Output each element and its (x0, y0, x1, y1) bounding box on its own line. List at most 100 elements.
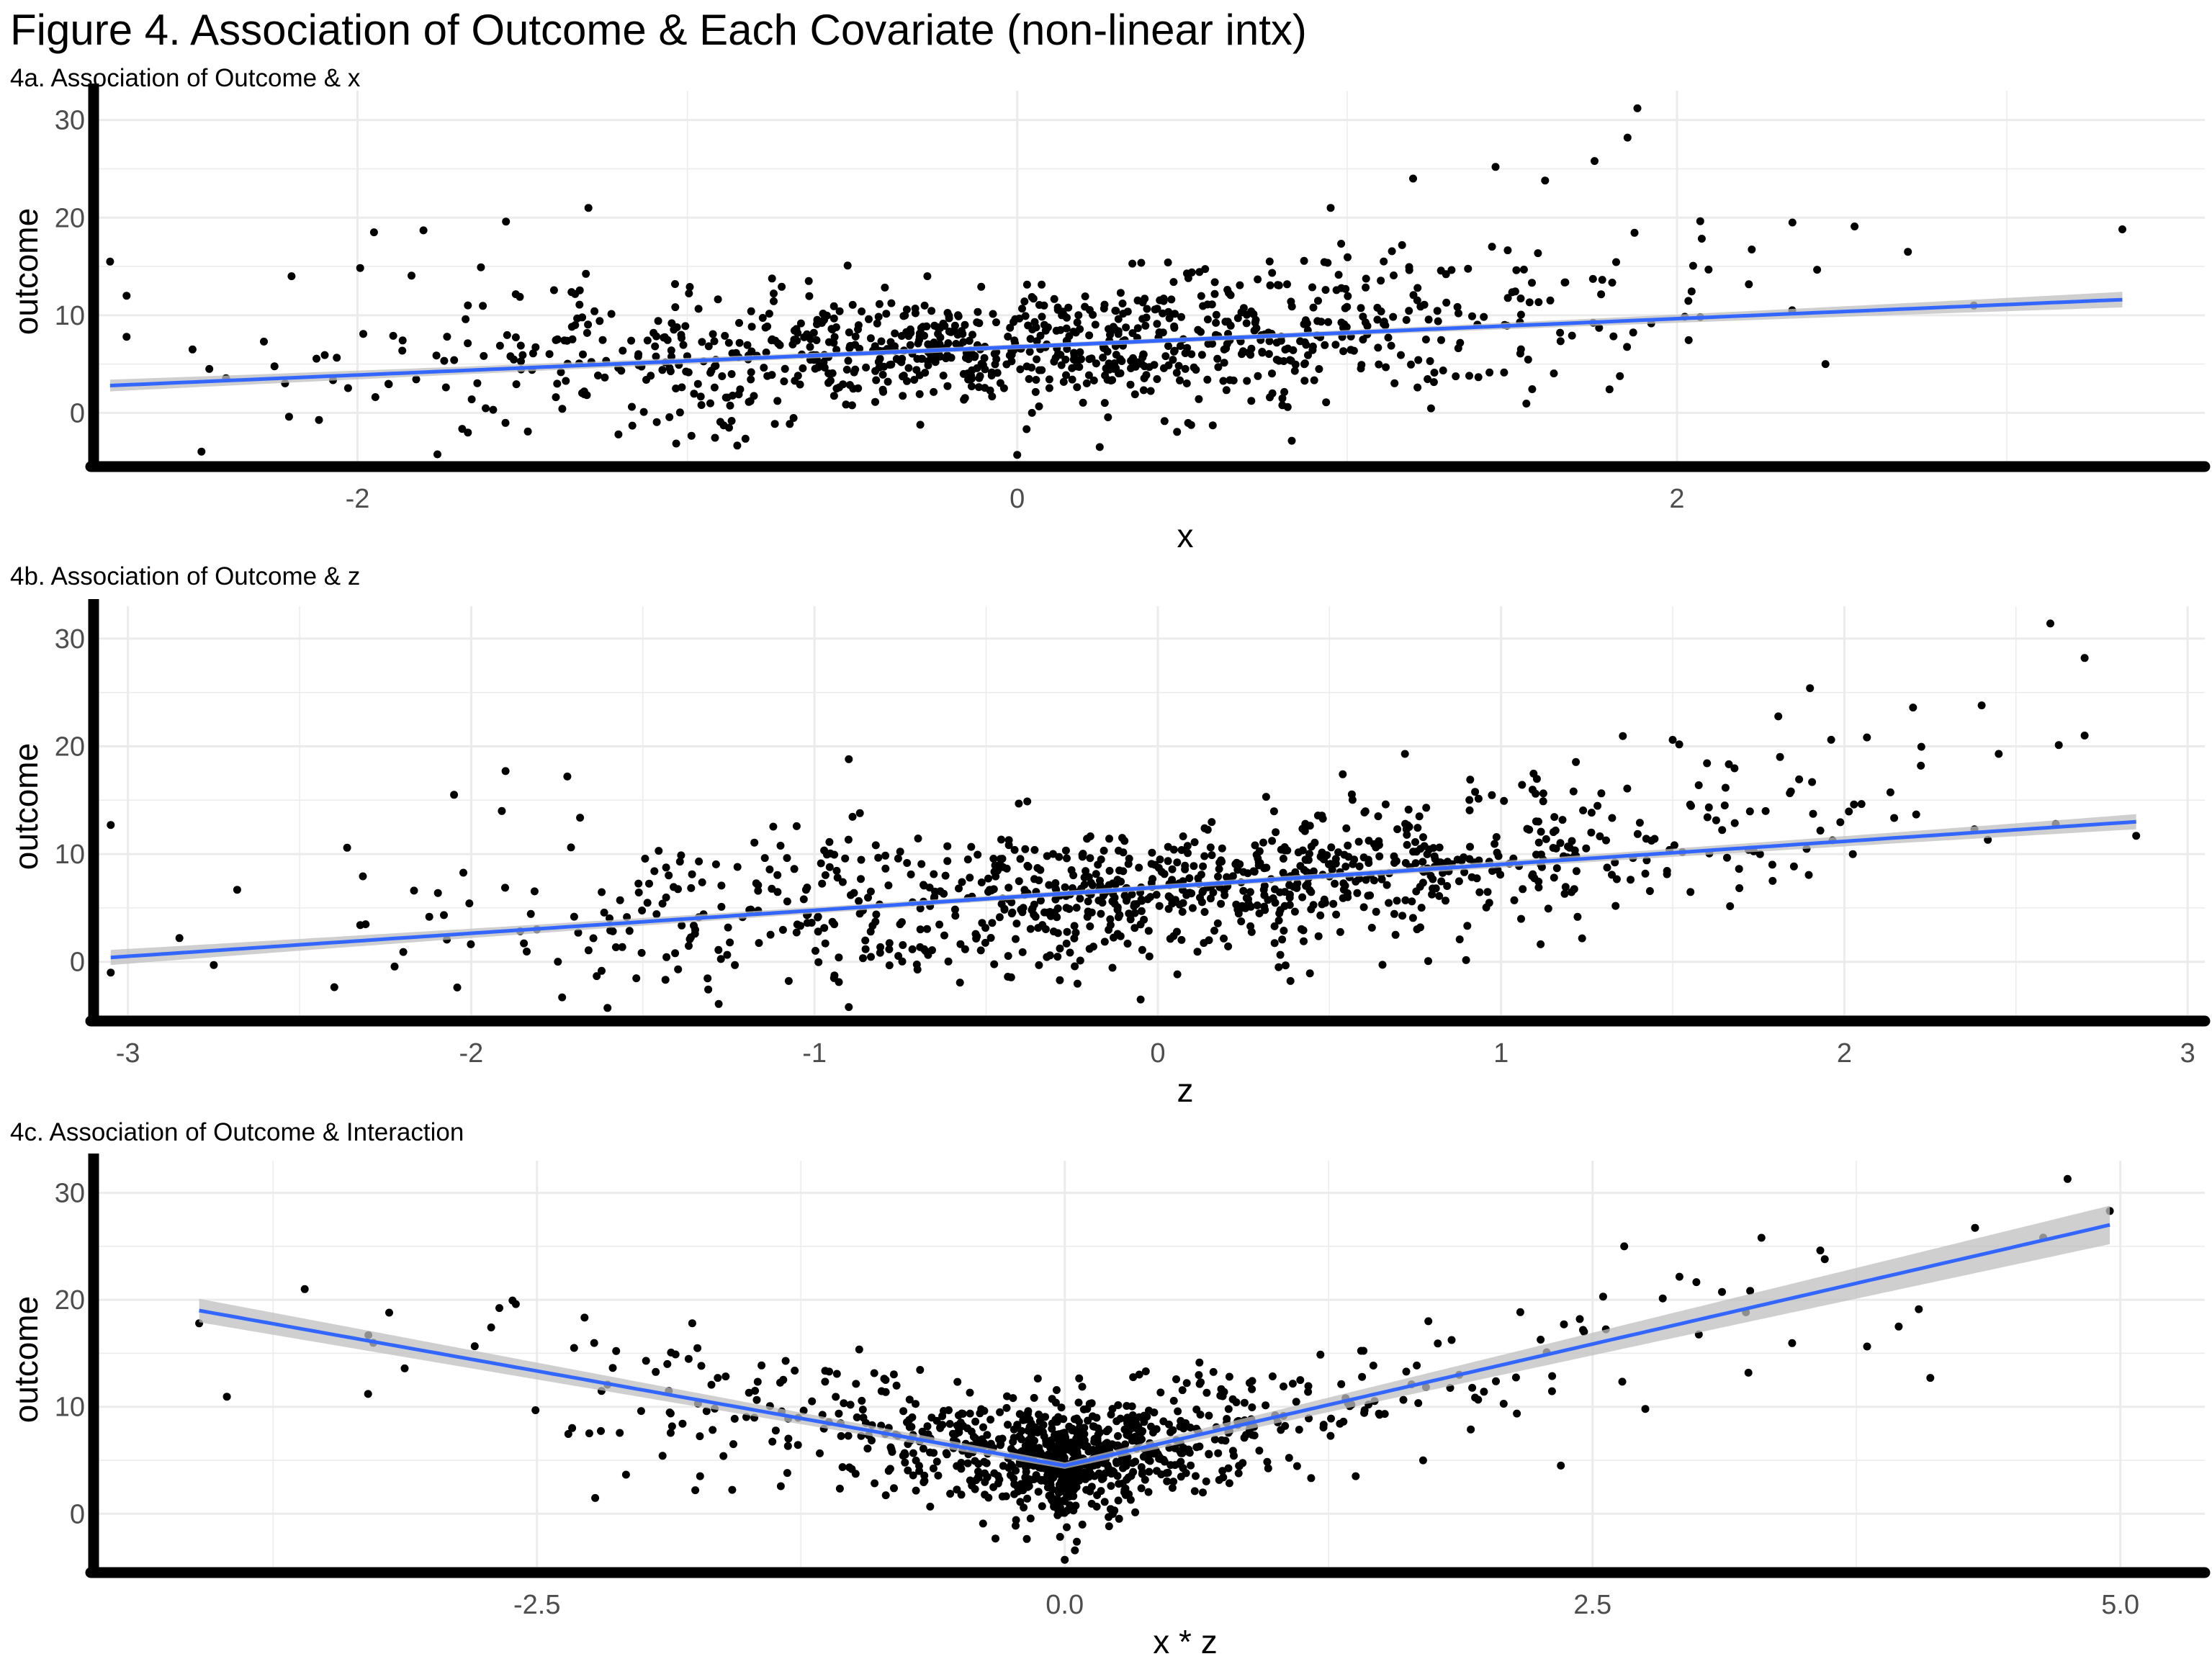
data-point (1187, 1461, 1195, 1470)
data-point (780, 377, 788, 386)
data-point (1183, 842, 1192, 850)
data-point (932, 1457, 941, 1466)
data-point (1138, 298, 1147, 307)
data-point (1912, 810, 1920, 819)
data-point (731, 961, 739, 969)
data-point (1210, 1435, 1219, 1444)
data-point (1116, 369, 1125, 377)
data-point (1316, 1350, 1325, 1359)
data-point (814, 958, 823, 966)
data-point (1633, 830, 1642, 838)
data-point (1084, 1445, 1093, 1454)
data-point (662, 953, 671, 961)
data-point (1223, 286, 1232, 294)
data-point (963, 855, 972, 864)
data-point (735, 319, 743, 327)
data-point (992, 1534, 999, 1543)
data-point (665, 1408, 674, 1417)
data-point (222, 1393, 231, 1401)
data-point (634, 889, 643, 896)
data-point (1157, 1470, 1166, 1479)
x-tick-label: 2 (1837, 1038, 1852, 1069)
data-point (876, 943, 885, 951)
data-point (1550, 873, 1558, 882)
data-point (1143, 305, 1151, 313)
data-point (1367, 923, 1376, 932)
data-point (1088, 881, 1097, 889)
data-point (963, 1459, 972, 1467)
data-point (830, 920, 839, 929)
data-point (1181, 865, 1190, 873)
data-point (865, 315, 873, 323)
data-point (1190, 862, 1198, 871)
data-point (1274, 281, 1282, 289)
data-point (1192, 1406, 1201, 1413)
data-point (1318, 900, 1326, 909)
data-point (1058, 1509, 1066, 1517)
data-point (1026, 1514, 1035, 1523)
data-point (1170, 323, 1179, 332)
data-point (1718, 1287, 1726, 1296)
data-point (1287, 436, 1296, 445)
data-point (778, 925, 787, 934)
data-point (1686, 800, 1694, 809)
data-point (677, 331, 685, 339)
data-point (814, 363, 822, 372)
data-point (1827, 735, 1835, 744)
data-point (1061, 846, 1070, 855)
data-point (1605, 385, 1614, 394)
data-point (1645, 887, 1654, 895)
data-point (1380, 257, 1388, 266)
data-point (904, 1466, 912, 1475)
data-point (578, 313, 587, 322)
data-point (1177, 1473, 1185, 1481)
data-point (1217, 1385, 1226, 1393)
data-point (175, 934, 184, 943)
data-point (1064, 1439, 1073, 1447)
data-point (941, 871, 950, 880)
data-point (943, 857, 952, 866)
data-point (1156, 855, 1164, 864)
data-point (1475, 888, 1484, 896)
data-point (1004, 884, 1013, 892)
data-point (884, 881, 893, 890)
data-point (1141, 1475, 1149, 1484)
data-point (1217, 899, 1226, 908)
data-point (1165, 314, 1174, 323)
data-point (1560, 889, 1569, 898)
data-point (584, 204, 593, 212)
data-point (1004, 1464, 1013, 1472)
data-point (1280, 387, 1289, 396)
data-point (1816, 827, 1825, 835)
data-point (1037, 1464, 1046, 1473)
data-point (735, 338, 744, 347)
data-point (628, 403, 636, 411)
data-point (977, 282, 986, 291)
data-point (1123, 1416, 1131, 1425)
data-point (886, 338, 895, 346)
data-point (1413, 1361, 1421, 1370)
data-point (898, 918, 906, 927)
data-point (1342, 323, 1351, 331)
data-point (848, 401, 856, 410)
data-point (1233, 866, 1242, 874)
data-point (832, 1393, 840, 1401)
data-point (879, 387, 888, 396)
data-point (1214, 872, 1222, 881)
data-point (440, 356, 449, 365)
data-point (583, 328, 591, 337)
y-tick-label: 10 (55, 840, 85, 870)
data-point (835, 1409, 843, 1418)
data-point (287, 272, 296, 281)
data-point (687, 884, 696, 892)
data-point (1007, 973, 1015, 981)
data-point (886, 1443, 895, 1452)
data-point (1123, 940, 1132, 948)
data-point (665, 871, 673, 880)
data-point (721, 393, 730, 402)
data-point (571, 289, 580, 298)
data-point (976, 946, 985, 955)
data-point (1697, 235, 1706, 243)
data-point (523, 427, 532, 436)
data-point (585, 1429, 593, 1438)
